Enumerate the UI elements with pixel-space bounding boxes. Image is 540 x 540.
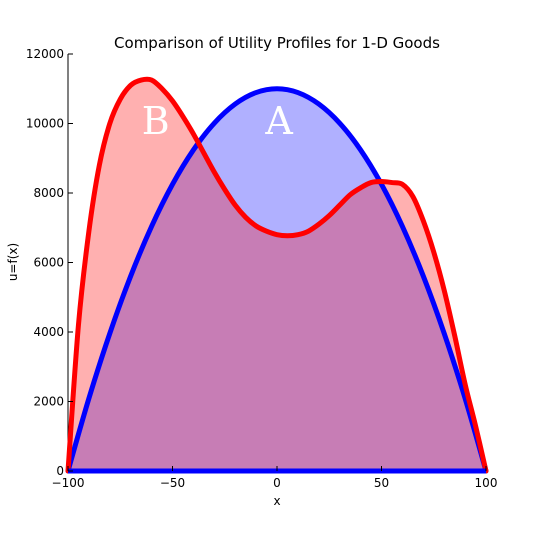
y-tick-label: 10000 xyxy=(26,117,64,131)
y-tick-label: 2000 xyxy=(33,395,64,409)
x-tick-label: 0 xyxy=(273,476,281,490)
series-b-line xyxy=(65,76,489,474)
x-tick-label: 100 xyxy=(475,476,498,490)
y-tick-label: 0 xyxy=(56,464,64,478)
y-tick-label: 6000 xyxy=(33,256,64,270)
y-tick-label: 12000 xyxy=(26,47,64,61)
x-tick-label: 50 xyxy=(374,476,389,490)
curve-label-a: A xyxy=(264,99,293,143)
x-tick-label: −50 xyxy=(160,476,185,490)
x-tick-label: −100 xyxy=(52,476,85,490)
y-tick-label: 8000 xyxy=(33,186,64,200)
plot-area: −100 −50 0 50 100 0 2000 4000 6000 8000 10000 12000… xyxy=(26,47,498,490)
y-axis-label: u=f(x) xyxy=(6,243,20,281)
x-axis-label: x xyxy=(273,494,280,508)
series-a-line xyxy=(65,86,489,474)
curve-label-b: B xyxy=(142,99,170,143)
y-tick-label: 4000 xyxy=(33,325,64,339)
chart-title: Comparison of Utility Profiles for 1-D G… xyxy=(114,34,440,52)
